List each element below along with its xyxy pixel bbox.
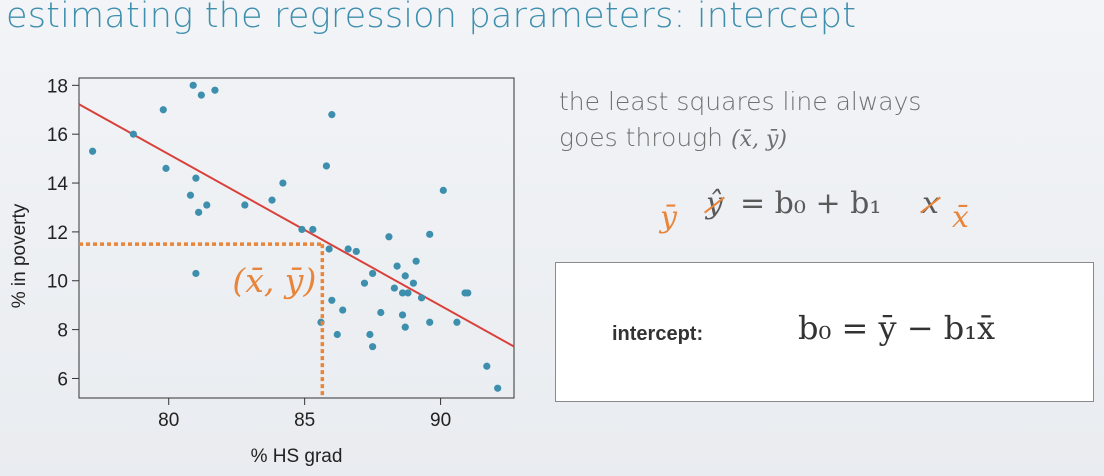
data-point — [366, 330, 374, 339]
x-tick-label-80: 80 — [158, 410, 179, 431]
data-point — [192, 174, 200, 182]
data-point — [241, 201, 249, 209]
data-point — [344, 245, 352, 253]
data-point — [322, 162, 331, 170]
data-point — [328, 296, 336, 304]
data-point — [192, 269, 200, 278]
x-tick-label-85: 85 — [294, 410, 315, 431]
data-point — [88, 147, 97, 155]
data-point — [385, 233, 393, 241]
note-mean-point: (x̄, ȳ) — [730, 127, 787, 152]
data-point — [494, 384, 502, 392]
y-tick-label-10: 10 — [47, 272, 68, 293]
data-point — [189, 81, 197, 89]
scatter-chart: 80 85 90 6 8 10 12 14 16 18 % HS grad % in povert… — [9, 76, 515, 467]
regression-line — [78, 103, 515, 348]
data-point — [352, 247, 360, 256]
data-point — [398, 311, 407, 319]
substitute-x-bar: x̄ — [952, 200, 969, 235]
equation-rhs: = b₀ + b₁ — [740, 186, 882, 221]
note-line-1: the least squares line always — [559, 87, 922, 116]
y-axis-label: % in poverty — [9, 203, 30, 308]
data-point — [162, 164, 170, 172]
y-tick-label-12: 12 — [47, 223, 68, 244]
data-point — [211, 86, 219, 94]
data-point — [309, 225, 317, 234]
least-squares-note: the least squares line always goes throu… — [559, 84, 979, 158]
intercept-box: intercept: b₀ = ȳ − b₁x̄ — [555, 262, 1094, 402]
data-point — [279, 179, 287, 187]
slide-title: estimating the regression parameters: in… — [6, 0, 857, 36]
data-point — [464, 289, 472, 297]
y-tick-label-6: 6 — [57, 369, 68, 390]
plot-frame — [78, 77, 515, 399]
data-point — [129, 130, 137, 138]
data-point — [439, 186, 447, 194]
data-point — [195, 208, 203, 216]
data-point — [298, 225, 306, 234]
data-point — [339, 306, 347, 314]
data-point — [186, 191, 195, 199]
y-tick-label-8: 8 — [57, 321, 68, 342]
data-point — [426, 318, 434, 326]
data-point — [401, 323, 409, 331]
data-point — [360, 279, 369, 287]
x-axis-label: % HS grad — [251, 446, 343, 467]
intercept-label: intercept: — [612, 323, 704, 345]
data-point — [377, 308, 385, 317]
x-tick-label-90: 90 — [430, 410, 451, 431]
data-point — [333, 330, 341, 339]
data-point — [398, 289, 407, 297]
y-tick-label-16: 16 — [47, 125, 68, 146]
data-point — [369, 343, 377, 351]
data-point — [268, 196, 276, 204]
data-point — [412, 257, 420, 265]
note-line-2: goes through (x̄, ȳ) — [559, 120, 979, 158]
data-point — [393, 262, 401, 270]
data-point — [417, 294, 426, 302]
data-point — [404, 289, 412, 297]
data-point — [483, 362, 491, 370]
data-point — [369, 269, 377, 278]
y-tick-label-14: 14 — [47, 174, 69, 195]
data-point — [401, 272, 409, 280]
data-point — [159, 106, 167, 114]
crossed-y-hat: ŷ — [706, 186, 723, 221]
data-point — [197, 91, 205, 99]
data-point — [409, 279, 418, 287]
data-point — [203, 201, 211, 209]
data-point — [328, 111, 336, 119]
note-line-2-text: goes through — [559, 123, 731, 152]
mean-point-label: (x̄, ȳ) — [232, 261, 316, 300]
crossed-x: x — [922, 186, 939, 221]
intercept-formula: b₀ = ȳ − b₁x̄ — [798, 309, 996, 347]
data-point — [453, 318, 461, 326]
data-point — [390, 284, 398, 292]
substitute-y-bar: ȳ — [660, 200, 677, 235]
y-tick-label-18: 18 — [47, 76, 68, 97]
data-point — [426, 230, 434, 238]
data-point — [325, 245, 333, 253]
